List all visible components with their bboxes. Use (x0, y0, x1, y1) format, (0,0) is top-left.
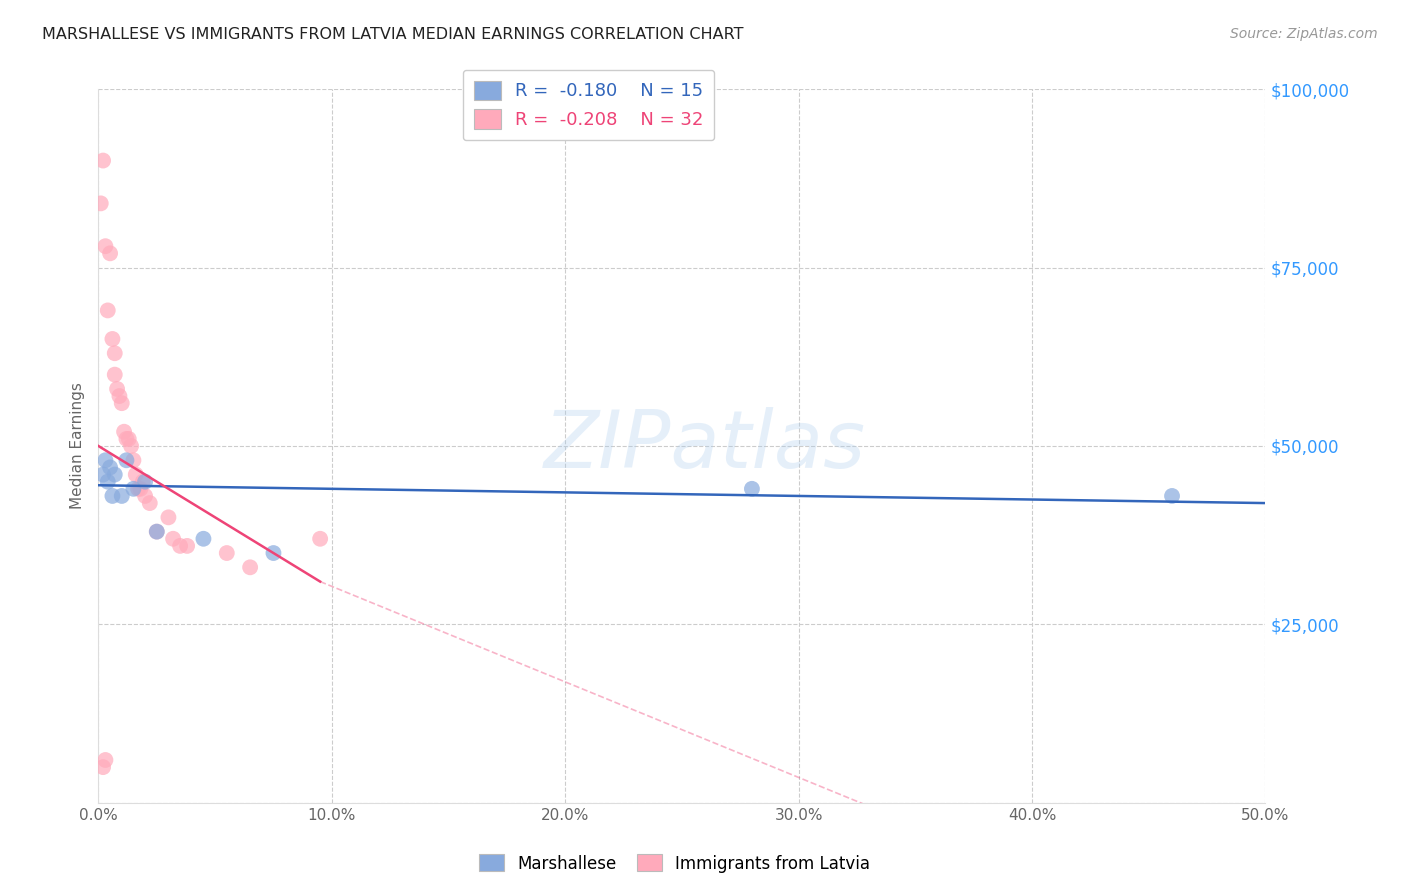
Point (139, 496, 162, 510)
Point (112, 425, 135, 439)
Point (215, 546, 238, 560)
Point (104, 467, 127, 482)
Text: Source: ZipAtlas.com: Source: ZipAtlas.com (1230, 27, 1378, 41)
Legend: Marshallese, Immigrants from Latvia: Marshallese, Immigrants from Latvia (472, 847, 877, 880)
Point (115, 453, 138, 467)
Point (104, 346, 127, 360)
Point (169, 539, 191, 553)
Point (1161, 489, 1184, 503)
Point (94, 453, 117, 467)
Point (98, 460, 121, 475)
Point (91, 467, 114, 482)
Point (262, 546, 284, 560)
Point (111, 489, 134, 503)
Point (309, 532, 332, 546)
Point (118, 432, 141, 446)
Point (94, 239, 117, 253)
Point (90, 196, 112, 211)
Point (97, 475, 120, 489)
Point (132, 475, 155, 489)
Point (146, 524, 169, 539)
Point (97, 303, 120, 318)
Point (125, 467, 148, 482)
Point (122, 482, 145, 496)
Point (115, 432, 138, 446)
Legend: R =  -0.180    N = 15, R =  -0.208    N = 32: R = -0.180 N = 15, R = -0.208 N = 32 (463, 70, 714, 140)
Point (239, 560, 262, 574)
Point (108, 389, 131, 403)
Point (98, 246, 121, 260)
Point (193, 532, 215, 546)
Point (101, 489, 124, 503)
Text: MARSHALLESE VS IMMIGRANTS FROM LATVIA MEDIAN EARNINGS CORRELATION CHART: MARSHALLESE VS IMMIGRANTS FROM LATVIA ME… (42, 27, 744, 42)
Point (134, 489, 156, 503)
Point (111, 396, 134, 410)
Point (176, 539, 198, 553)
Point (101, 332, 124, 346)
Point (741, 482, 763, 496)
Point (129, 482, 152, 496)
Point (146, 524, 169, 539)
Point (104, 368, 127, 382)
Point (91, 760, 114, 774)
Point (94, 753, 117, 767)
Point (157, 510, 180, 524)
Point (134, 475, 156, 489)
Point (122, 453, 145, 467)
Point (127, 482, 149, 496)
Text: ZIPatlas: ZIPatlas (544, 407, 866, 485)
Y-axis label: Median Earnings: Median Earnings (70, 383, 86, 509)
Point (120, 439, 142, 453)
Point (105, 382, 128, 396)
Point (162, 532, 184, 546)
Point (91, 153, 114, 168)
